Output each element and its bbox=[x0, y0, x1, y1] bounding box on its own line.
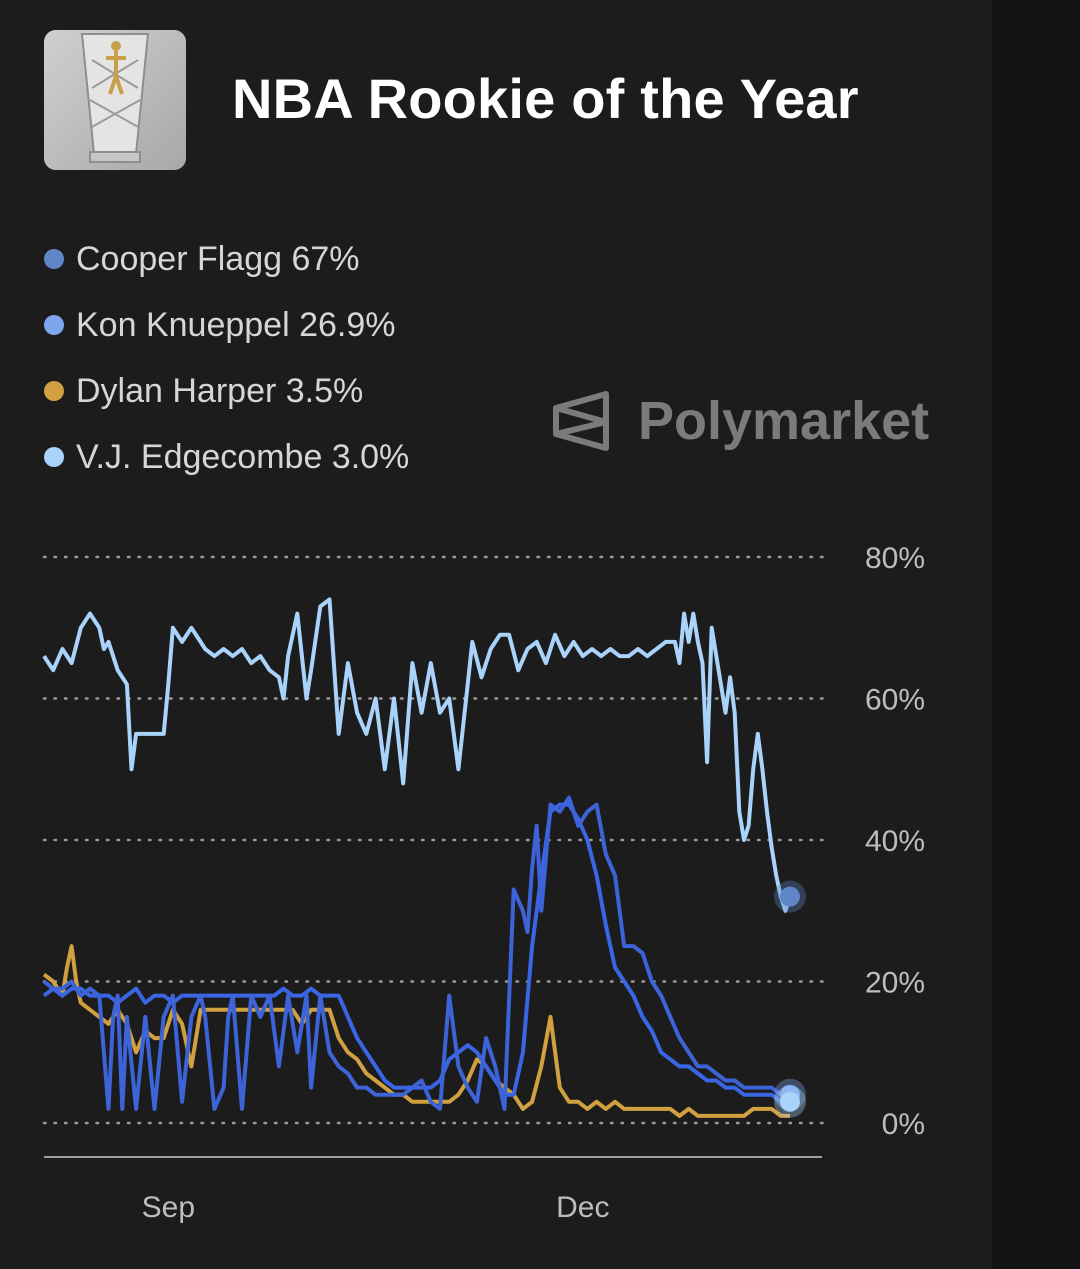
legend-label: V.J. Edgecombe 3.0% bbox=[76, 437, 410, 476]
end-marker-dot bbox=[780, 1091, 800, 1112]
trophy-image bbox=[44, 30, 186, 170]
series-line-dylan-harper bbox=[42, 944, 790, 1118]
legend-item-dylan-harper: Dylan Harper 3.5% bbox=[44, 358, 409, 424]
legend-label: Dylan Harper 3.5% bbox=[76, 371, 364, 410]
y-tick-label: 0% bbox=[882, 1108, 925, 1141]
y-tick-label: 60% bbox=[865, 684, 925, 717]
polymarket-logo-icon bbox=[553, 391, 609, 451]
legend-dot-icon bbox=[44, 315, 64, 335]
right-edge-strip bbox=[992, 0, 1080, 1269]
series-line-cooper-flagg bbox=[42, 597, 792, 913]
legend-dot-icon bbox=[44, 249, 64, 269]
series-layer bbox=[42, 597, 792, 1118]
axis-layer: 0% 20% 40% 60% 80% Sep Dec bbox=[44, 542, 925, 1224]
polymarket-watermark: Polymarket bbox=[552, 388, 929, 454]
series-line-kon-knueppel bbox=[42, 795, 790, 1111]
y-tick-label: 80% bbox=[865, 542, 925, 575]
line-chart: 0% 20% 40% 60% 80% Sep Dec bbox=[42, 542, 925, 1224]
legend-label: Kon Knueppel 26.9% bbox=[76, 305, 396, 344]
y-tick-label: 40% bbox=[865, 825, 925, 858]
end-marker-dot bbox=[780, 886, 800, 907]
legend: Cooper Flagg 67% Kon Knueppel 26.9% Dyla… bbox=[44, 226, 409, 490]
end-markers bbox=[774, 880, 806, 1118]
y-tick-label: 20% bbox=[865, 967, 925, 1000]
legend-item-kon-knueppel: Kon Knueppel 26.9% bbox=[44, 292, 409, 358]
legend-item-vj-edgecombe: V.J. Edgecombe 3.0% bbox=[44, 424, 409, 490]
legend-dot-icon bbox=[44, 447, 64, 467]
series-line-v-j-edgecombe bbox=[42, 802, 790, 1104]
x-tick-label: Sep bbox=[142, 1191, 195, 1224]
x-tick-label: Dec bbox=[556, 1191, 609, 1224]
legend-item-cooper-flagg: Cooper Flagg 67% bbox=[44, 226, 409, 292]
legend-dot-icon bbox=[44, 381, 64, 401]
market-title: NBA Rookie of the Year bbox=[232, 67, 859, 130]
legend-label: Cooper Flagg 67% bbox=[76, 239, 360, 278]
watermark-text: Polymarket bbox=[638, 391, 930, 451]
